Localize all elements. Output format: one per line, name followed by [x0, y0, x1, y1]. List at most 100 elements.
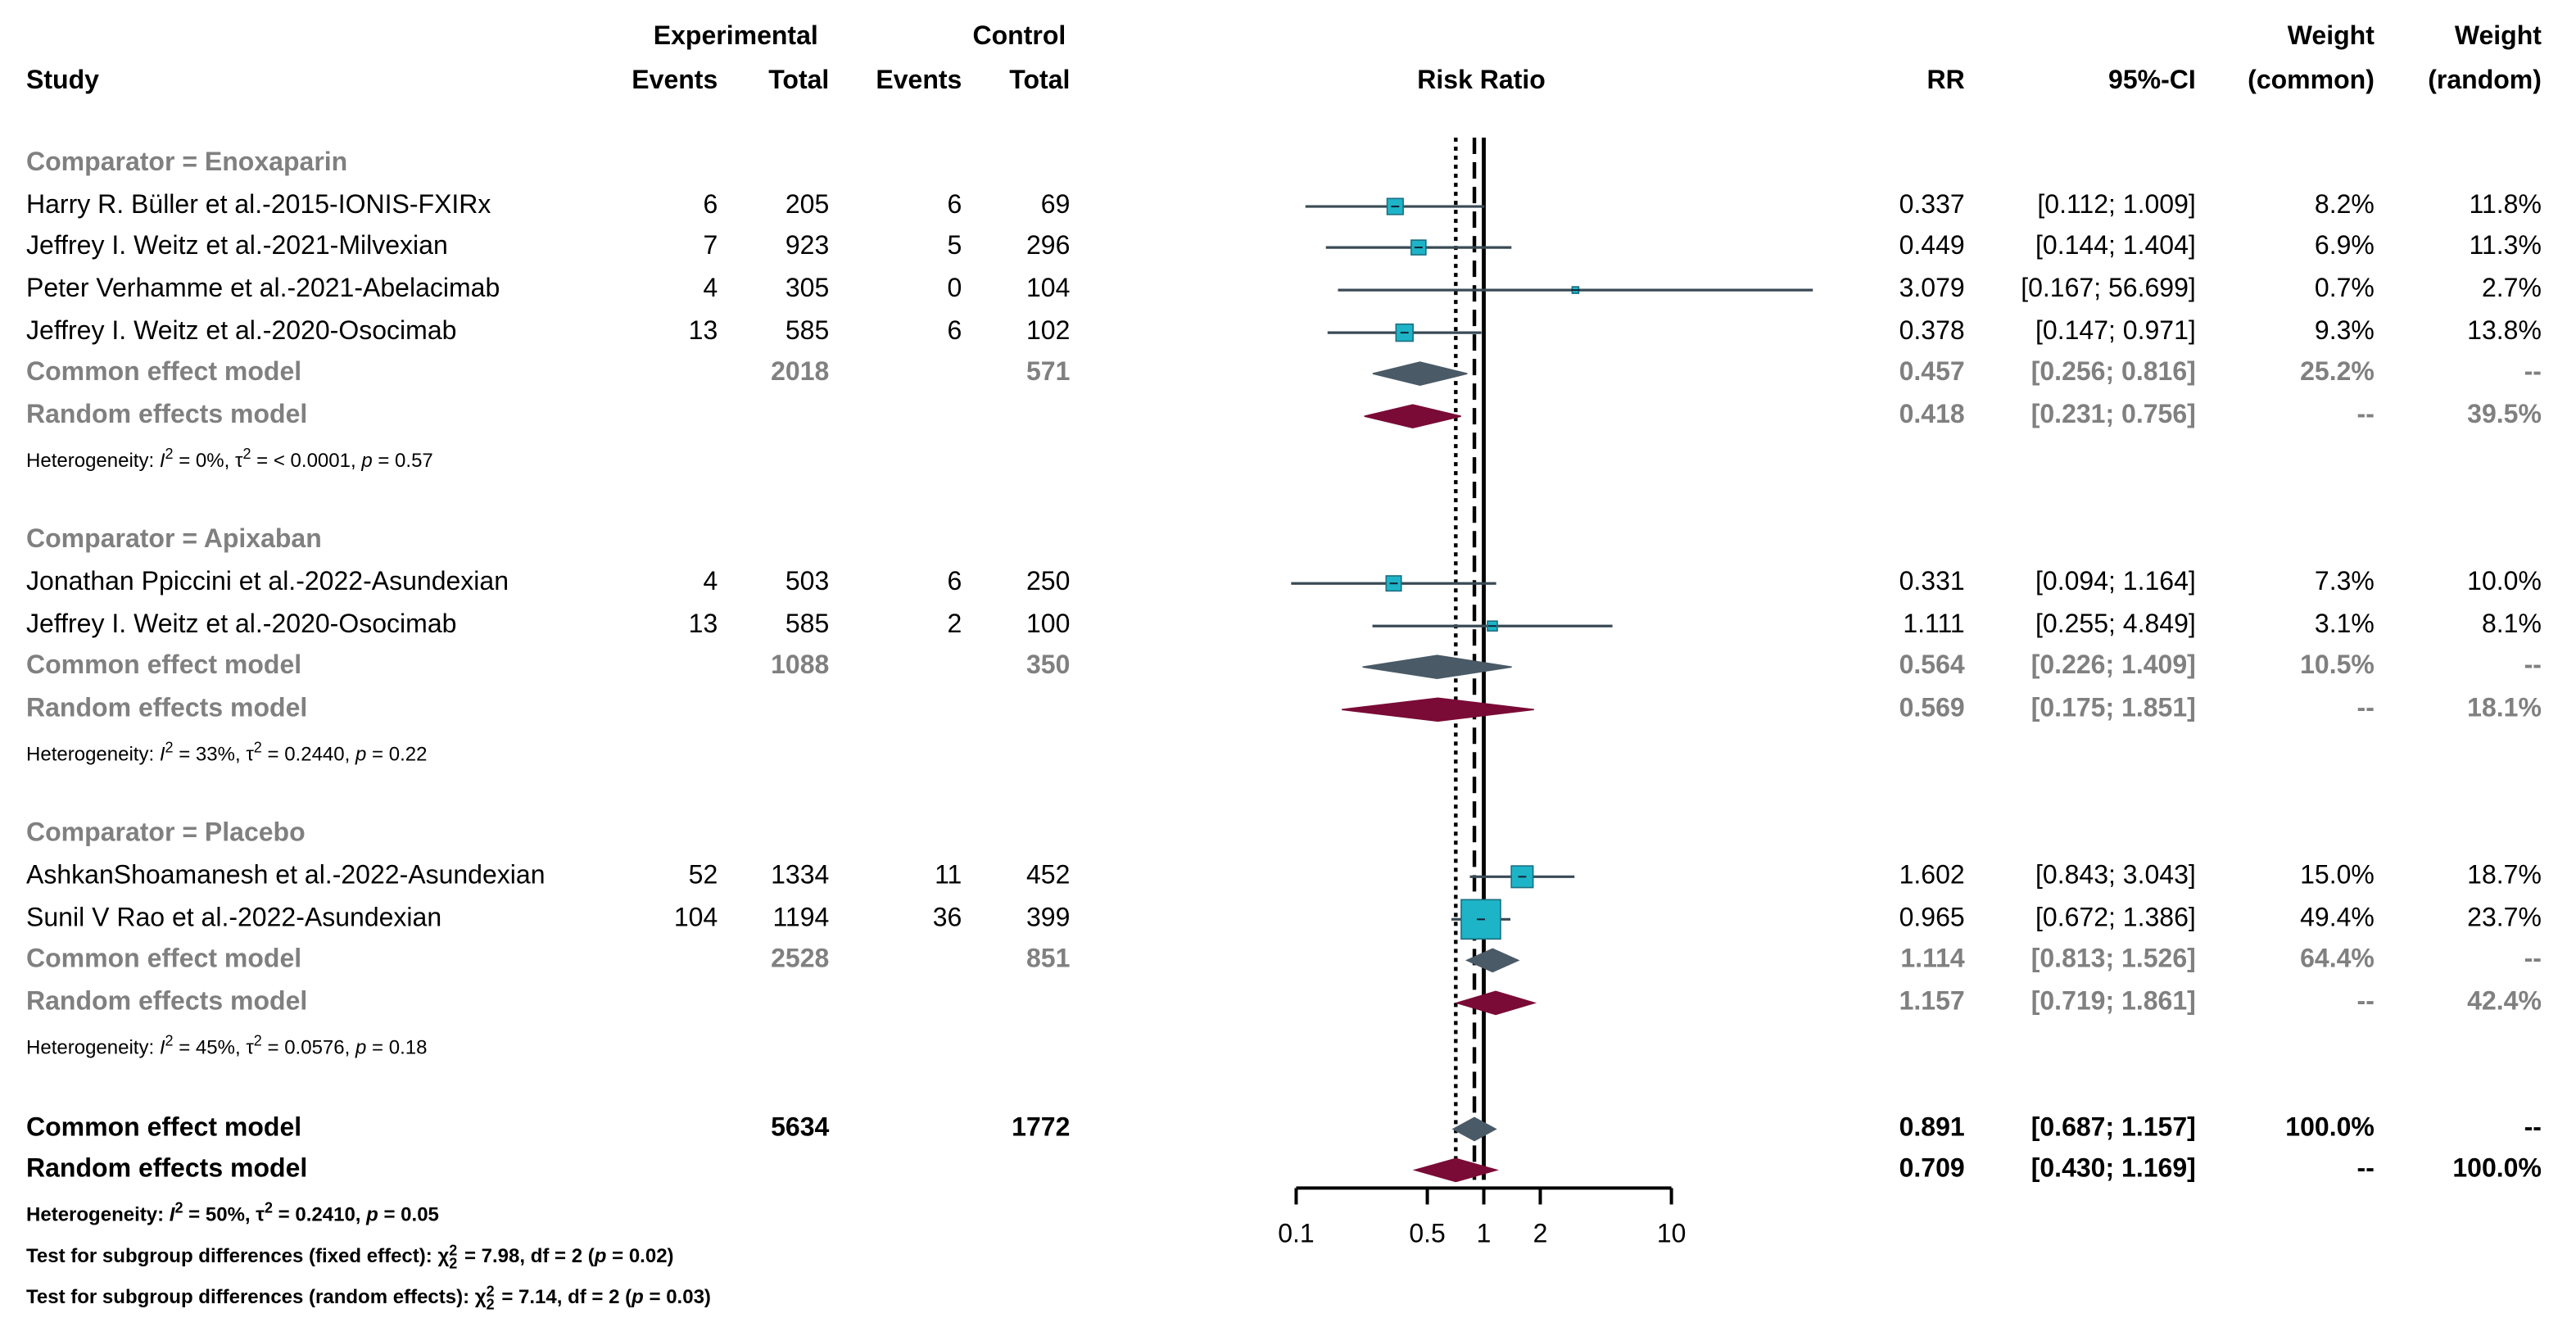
study-weight-common: 8.2% [2314, 192, 2375, 220]
study-name: Jeffrey I. Weitz et al.-2021-Milvexian [26, 233, 448, 261]
overall-random-ci: [0.430; 1.169] [2030, 1155, 2196, 1184]
experimental-total: 923 [785, 233, 830, 261]
control-events: 36 [932, 904, 962, 933]
study-weight-random: 11.8% [2469, 192, 2542, 220]
study-name: Jonathan Ppiccini et al.-2022-Asundexian [26, 568, 509, 597]
study-weight-common: 0.7% [2314, 275, 2375, 304]
control-events: 2 [947, 611, 962, 640]
x-axis-tick-label: 2 [1533, 1218, 1548, 1248]
header-weight-common-bottom: (common) [2248, 67, 2375, 96]
subgroup-random-label: Random effects model [26, 988, 308, 1017]
study-weight-common: 6.9% [2314, 233, 2375, 261]
subgroup-title: Comparator = Apixaban [26, 526, 322, 555]
subgroup-heterogeneity-part: 2 [253, 739, 262, 756]
control-events: 6 [947, 568, 962, 597]
x-axis-tick-label: 0.1 [1278, 1218, 1314, 1248]
experimental-events: 104 [673, 904, 718, 933]
study-rr: 0.378 [1899, 318, 1965, 346]
experimental-events: 4 [703, 275, 718, 304]
header-ci: 95%-CI [2108, 67, 2196, 96]
test-subgroup-random-text: = 7.14, df = 2 ( [496, 1284, 632, 1308]
study-weight-random: 23.7% [2467, 904, 2542, 933]
subgroup-heterogeneity-part: = < 0.0001, [251, 449, 362, 473]
study-rr: 3.079 [1899, 275, 1965, 304]
overall-common-rr: 0.891 [1899, 1114, 1965, 1143]
subgroup-common-control-total: 851 [1025, 945, 1071, 974]
random-effect-diamond [1342, 697, 1534, 722]
subgroup-heterogeneity-part: 2 [165, 446, 174, 463]
subgroup-heterogeneity-part: p [355, 742, 367, 766]
x-axis-tick-label: 10 [1657, 1218, 1686, 1248]
study-rr: 1.602 [1899, 862, 1965, 890]
experimental-total: 205 [785, 192, 830, 220]
control-events: 11 [935, 862, 962, 890]
header-study: Study [26, 67, 99, 96]
subgroup-heterogeneity-part: Heterogeneity: [26, 449, 160, 473]
overall-common-ci: [0.687; 1.157] [2030, 1114, 2196, 1143]
subgroup-common-experimental-total: 2528 [771, 945, 830, 974]
random-effect-diamond [1412, 1157, 1500, 1183]
test-subgroup-fixed-sup: 2 [449, 1242, 458, 1259]
overall-common-weight-random: -- [2524, 1114, 2542, 1143]
subgroup-heterogeneity: Heterogeneity: I2 = 0%, τ2 = < 0.0001, p… [26, 446, 433, 473]
subgroup-heterogeneity-part: 2 [242, 446, 251, 463]
subgroup-heterogeneity-part: = 45%, τ [173, 1035, 254, 1059]
test-subgroup-fixed-sub: 2 [449, 1255, 458, 1272]
header-total-experimental: Total [768, 67, 830, 96]
subgroup-title: Comparator = Enoxaparin [26, 149, 348, 178]
overall-heterogeneity-part: I [169, 1202, 175, 1226]
header-weight-random-bottom: (random) [2428, 67, 2542, 96]
subgroup-heterogeneity-part: = 0.18 [366, 1035, 428, 1059]
control-total: 296 [1025, 233, 1071, 261]
subgroup-random-weight-random: 18.1% [2467, 695, 2542, 723]
subgroup-random-ci: [0.175; 1.851] [2030, 695, 2196, 723]
study-name: Jeffrey I. Weitz et al.-2020-Osocimab [26, 318, 457, 346]
header-events-experimental: Events [632, 67, 718, 96]
subgroup-random-ci: [0.231; 0.756] [2030, 401, 2196, 430]
subgroup-common-label: Common effect model [26, 945, 302, 974]
study-weight-common: 7.3% [2314, 568, 2375, 597]
subgroup-heterogeneity-part: Heterogeneity: [26, 1035, 160, 1059]
overall-heterogeneity-part: 2 [174, 1199, 183, 1216]
study-weight-random: 11.3% [2469, 233, 2542, 261]
subgroup-common-ci: [0.256; 0.816] [2030, 359, 2196, 387]
overall-heterogeneity-part: Heterogeneity: [26, 1202, 170, 1226]
subgroup-heterogeneity: Heterogeneity: I2 = 33%, τ2 = 0.2440, p … [26, 739, 427, 766]
subgroup-heterogeneity-part: I [159, 742, 165, 766]
header-risk-ratio: Risk Ratio [1417, 67, 1546, 96]
subgroup-heterogeneity: Heterogeneity: I2 = 45%, τ2 = 0.0576, p … [26, 1033, 428, 1059]
subgroup-heterogeneity-part: = 0.57 [372, 449, 433, 473]
test-subgroup-random-sub: 2 [486, 1296, 495, 1313]
overall-heterogeneity-part: 2 [264, 1199, 274, 1216]
overall-common-weight-common: 100.0% [2285, 1114, 2375, 1143]
study-ci: [0.144; 1.404] [2035, 233, 2196, 261]
overall-random-label: Random effects model [26, 1155, 308, 1184]
experimental-events: 4 [703, 568, 718, 597]
overall-heterogeneity-part: = 0.05 [378, 1202, 439, 1226]
study-weight-random: 10.0% [2467, 568, 2542, 597]
overall-random-weight-common: -- [2356, 1155, 2375, 1184]
header-weight-random-top: Weight [2454, 23, 2542, 52]
test-subgroup-random-sup: 2 [486, 1283, 495, 1300]
subgroup-common-weight-random: -- [2524, 652, 2542, 681]
subgroup-common-experimental-total: 2018 [771, 359, 830, 387]
subgroup-common-ci: [0.226; 1.409] [2030, 652, 2196, 681]
study-ci: [0.167; 56.699] [2021, 275, 2196, 304]
study-weight-common: 49.4% [2300, 904, 2375, 933]
subgroup-random-weight-random: 42.4% [2467, 988, 2542, 1017]
subgroup-common-weight-random: -- [2524, 359, 2542, 387]
overall-random-weight-random: 100.0% [2452, 1155, 2542, 1184]
experimental-total: 585 [785, 318, 830, 346]
subgroup-random-rr: 0.569 [1899, 695, 1965, 723]
control-total: 104 [1025, 275, 1071, 304]
x-axis-tick-label: 0.5 [1409, 1218, 1445, 1248]
study-rr: 0.337 [1899, 192, 1965, 220]
subgroup-heterogeneity-part: p [355, 1035, 367, 1059]
test-subgroup-fixed-text: Test for subgroup differences (fixed eff… [26, 1243, 450, 1267]
overall-common-label: Common effect model [26, 1114, 302, 1143]
experimental-total: 585 [785, 611, 830, 640]
study-name: Sunil V Rao et al.-2022-Asundexian [26, 904, 442, 933]
experimental-total: 305 [785, 275, 830, 304]
